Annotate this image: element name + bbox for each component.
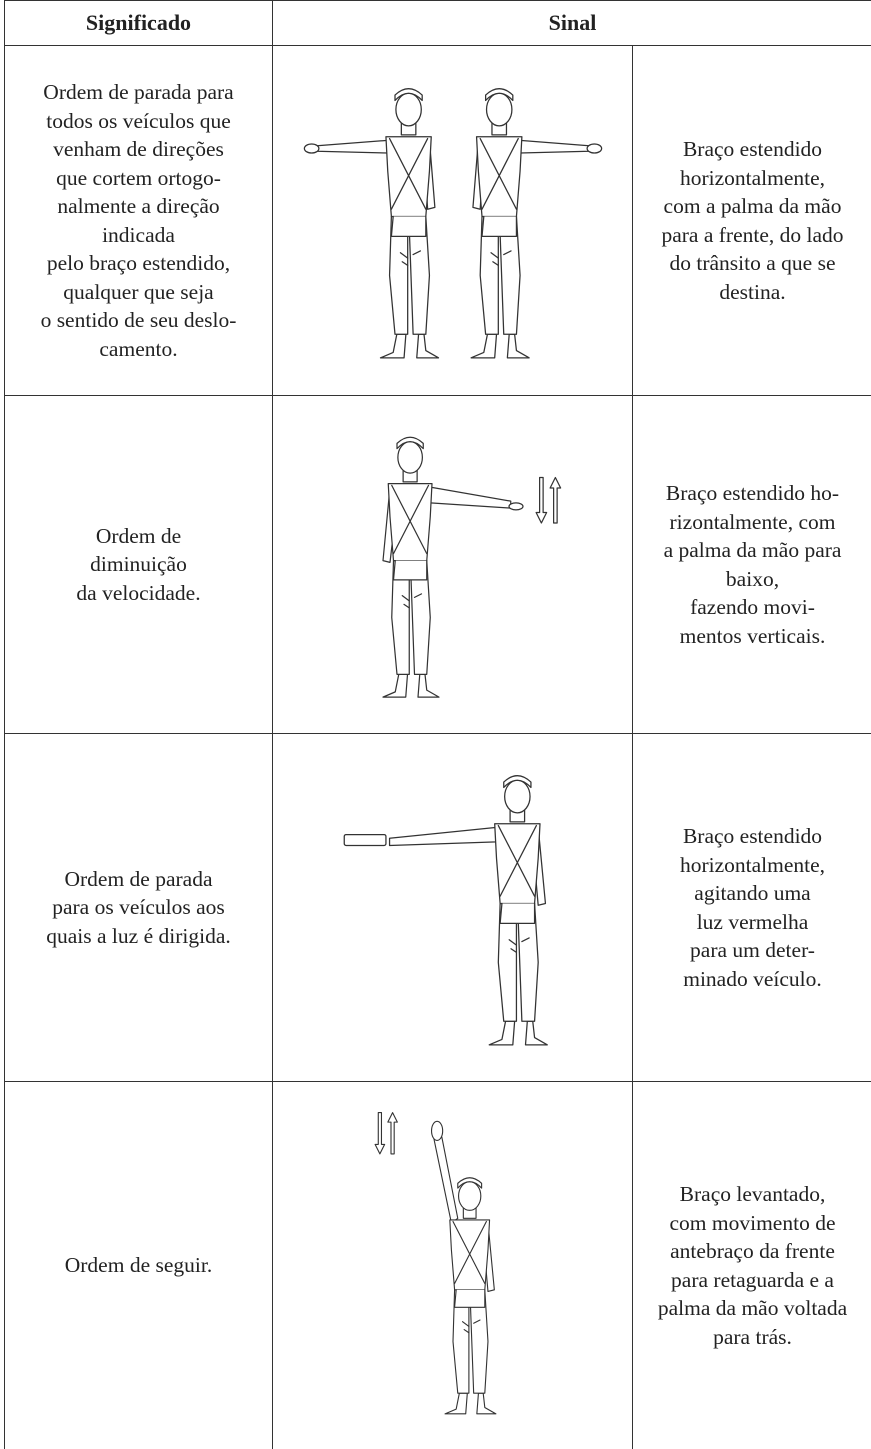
table-row: Ordem de parada para todos os veículos q…	[5, 46, 871, 396]
signal-figure	[303, 763, 603, 1053]
signal-figure	[283, 76, 623, 366]
page-body: Significado Sinal Ordem de parada para t…	[0, 0, 871, 1303]
description-cell: Braço estendido ho- rizontalmente, com a…	[633, 396, 871, 734]
table-row: Ordem de parada para os veículos aos qua…	[5, 734, 871, 1082]
signals-table: Significado Sinal Ordem de parada para t…	[4, 0, 871, 1449]
meaning-cell: Ordem de parada para todos os veículos q…	[5, 46, 273, 396]
page: Sinais {"table": { "header": ["Significa…	[0, 0, 871, 1303]
header-cell: Sinal	[273, 1, 871, 46]
description-cell: Braço estendido horizontalmente, agitand…	[633, 734, 871, 1082]
signal-figure	[323, 425, 583, 705]
meaning-cell: Ordem de parada para os veículos aos qua…	[5, 734, 273, 1082]
header-row: Significado Sinal	[5, 1, 871, 46]
header-cell: Significado	[5, 1, 273, 46]
figure-cell	[273, 734, 633, 1082]
description-cell: Braço estendido horizontalmente, com a p…	[633, 46, 871, 396]
description-cell: Braço levantado, com movimento de antebr…	[633, 1082, 871, 1449]
signal-figure	[353, 1111, 553, 1421]
meaning-cell: Ordem de seguir.	[5, 1082, 273, 1449]
figure-cell	[273, 396, 633, 734]
figure-cell	[273, 1082, 633, 1449]
table-row: Ordem de seguir. Braço levantado, com mo…	[5, 1082, 871, 1449]
figure-cell	[273, 46, 633, 396]
table-row: Ordem de diminuição da velocidade. Braço…	[5, 396, 871, 734]
meaning-cell: Ordem de diminuição da velocidade.	[5, 396, 273, 734]
